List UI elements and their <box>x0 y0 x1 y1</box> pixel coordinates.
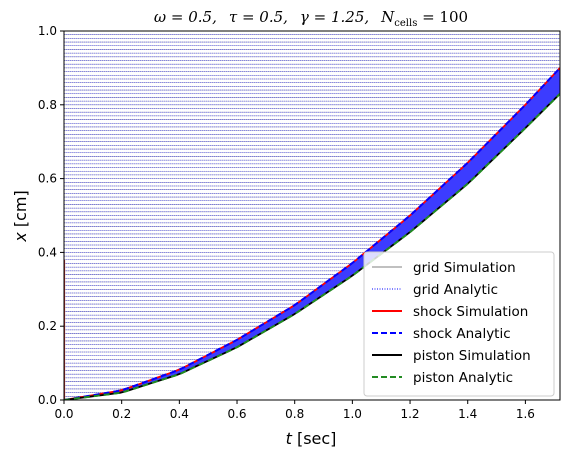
axes-frame <box>63 30 561 401</box>
legend-label: shock Simulation <box>413 304 528 320</box>
grid-analytic-line <box>64 67 560 80</box>
x-tick-label: 0.0 <box>54 407 73 421</box>
series-lines <box>64 67 560 400</box>
grid-simulation-line <box>64 67 560 272</box>
grid-analytic-line <box>64 67 560 272</box>
y-tick-label: 0.0 <box>38 393 57 407</box>
legend-label: piston Analytic <box>413 370 513 386</box>
grid-simulation-line <box>64 67 560 279</box>
grid-simulation-line <box>64 67 560 205</box>
y-tick-label: 0.4 <box>38 245 57 259</box>
y-tick-label: 0.2 <box>38 319 57 333</box>
x-tick-label: 0.6 <box>227 407 246 421</box>
chart-title: ω = 0.5, τ = 0.5, γ = 1.25, Ncells = 100 <box>154 8 468 29</box>
legend-label: grid Analytic <box>413 282 498 298</box>
grid-simulation-line <box>64 67 560 198</box>
grid-analytic-line <box>64 67 560 131</box>
grid-analytic-line <box>64 67 560 139</box>
grid-analytic-line <box>64 67 560 102</box>
x-tick-label: 1.6 <box>516 407 535 421</box>
grid-simulation-line <box>64 67 560 72</box>
shock-analytic-line <box>64 67 560 400</box>
grid-simulation-line <box>64 67 560 131</box>
legend-label: shock Analytic <box>413 326 511 342</box>
grid-simulation-line <box>64 67 560 146</box>
grid-analytic-line <box>64 67 560 279</box>
grid-simulation-line <box>64 67 560 80</box>
grid-analytic-line <box>64 67 560 153</box>
y-tick-label: 0.8 <box>38 98 57 112</box>
x-tick-label: 0.8 <box>285 407 304 421</box>
legend: grid Simulation grid Analytic shock Simula… <box>363 251 555 397</box>
x-axis-label: t [sec] <box>286 429 337 448</box>
y-tick-label: 0.6 <box>38 172 57 186</box>
legend-label: piston Simulation <box>413 348 531 364</box>
grid-simulation-line <box>64 67 560 87</box>
grid-analytic-line <box>64 67 560 124</box>
grid-simulation-line <box>64 67 560 124</box>
grid-simulation-line <box>64 67 560 109</box>
plot-area <box>64 34 560 400</box>
y-axis-ticks: 0.0 0.2 0.4 0.6 0.8 1.0 <box>38 24 64 407</box>
grid-analytic-line <box>64 67 560 72</box>
y-tick-label: 1.0 <box>38 24 57 38</box>
y-axis-label: x [cm] <box>11 190 30 242</box>
x-tick-label: 1.4 <box>458 407 477 421</box>
grid-analytic-line <box>64 67 560 213</box>
grid-simulation-line <box>64 67 560 102</box>
x-tick-label: 0.4 <box>170 407 189 421</box>
grid-simulation-line <box>64 67 560 139</box>
grid-analytic-line <box>64 67 560 205</box>
grid-analytic-line <box>64 67 560 109</box>
legend-box <box>363 251 555 397</box>
legend-label: grid Simulation <box>413 260 516 276</box>
grid-analytic-line <box>64 67 560 146</box>
piston-analytic-line <box>64 93 560 400</box>
grid-simulation-line <box>64 67 560 213</box>
x-axis-ticks: 0.0 0.2 0.4 0.6 0.8 1.0 1.2 1.4 1.6 <box>54 400 535 421</box>
x-tick-label: 1.0 <box>343 407 362 421</box>
grid-simulation-line <box>64 67 560 154</box>
grid-analytic-line <box>64 67 560 198</box>
x-tick-label: 1.2 <box>400 407 419 421</box>
x-tick-label: 0.2 <box>112 407 131 421</box>
grid-analytic-line <box>64 67 560 87</box>
